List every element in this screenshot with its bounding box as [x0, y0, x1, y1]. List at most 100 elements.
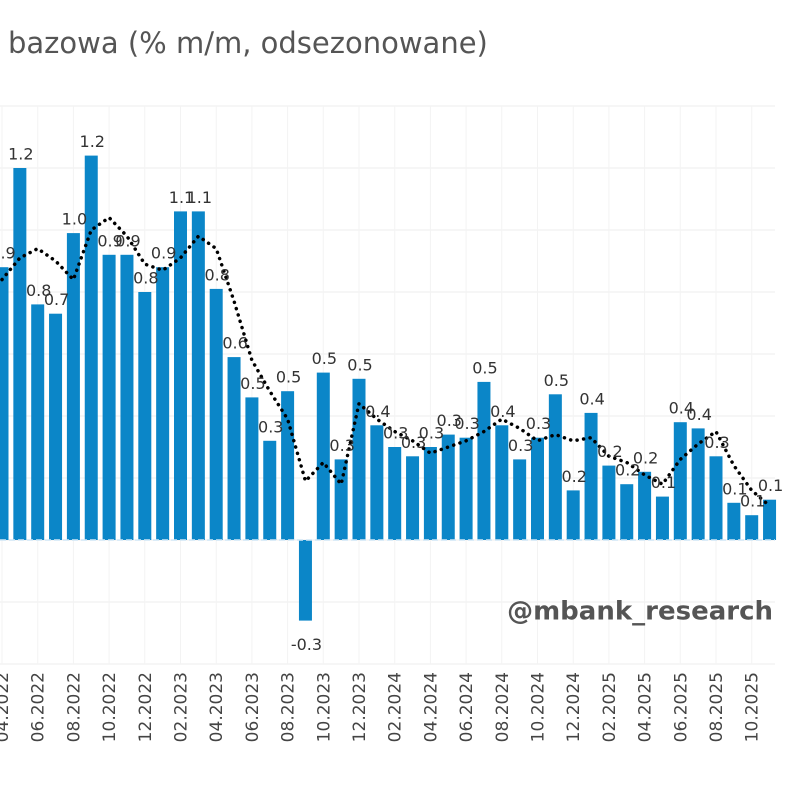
bar: [334, 459, 348, 540]
x-tick-label: 10.2024: [529, 672, 549, 742]
bar: [673, 422, 687, 540]
data-label: 1.0: [62, 210, 87, 229]
data-label: -0.3: [291, 635, 322, 654]
bar: [423, 447, 437, 540]
watermark: @mbank_research: [507, 597, 773, 627]
data-label: 0.1: [722, 479, 747, 498]
x-tick-label: 10.2023: [314, 672, 334, 742]
bar: [191, 211, 205, 540]
data-label: 0.3: [526, 414, 551, 433]
x-tick-label: 08.2024: [493, 672, 513, 742]
data-label: 0.1: [740, 492, 765, 511]
data-label: 0.2: [597, 442, 622, 461]
bar: [209, 288, 223, 540]
bar: [227, 357, 241, 540]
data-label: 0.1: [758, 476, 783, 495]
data-label: 0.3: [454, 414, 479, 433]
data-label: 0.5: [276, 368, 301, 387]
data-label: 1.1: [169, 188, 194, 207]
data-label: 1.1: [187, 188, 212, 207]
data-label: 0.5: [472, 358, 497, 377]
x-tick-label: 06.2024: [457, 672, 477, 742]
x-tick-label: 04.2025: [636, 672, 656, 742]
x-tick-label: 04.2023: [207, 672, 227, 742]
data-label: 0.8: [204, 265, 229, 284]
bar: [763, 499, 777, 540]
bar: [13, 168, 27, 540]
data-label: 0.3: [437, 411, 462, 430]
x-tick-label: 08.2025: [707, 672, 727, 742]
bar: [602, 465, 616, 540]
bar: [352, 378, 366, 540]
data-label: 0.3: [401, 433, 426, 452]
bar: [84, 155, 98, 540]
x-tick-label: 06.2025: [671, 672, 691, 742]
chart-title: bazowa (% m/m, odsezonowane): [8, 26, 488, 60]
bar: [298, 540, 312, 621]
data-label: 0.3: [704, 433, 729, 452]
data-label: 0.6: [222, 334, 247, 353]
bar: [281, 391, 295, 540]
bar: [477, 381, 491, 540]
bar: [566, 490, 580, 540]
bar: [709, 456, 723, 540]
bar: [406, 456, 420, 540]
data-label: 0.4: [365, 402, 390, 421]
bar: [263, 440, 277, 540]
bar: [138, 292, 152, 540]
bar: [745, 515, 759, 540]
x-tick-label: 12.2023: [350, 672, 370, 742]
bar: [370, 425, 384, 540]
data-label: 0.3: [419, 424, 444, 443]
bar: [441, 434, 455, 540]
data-label: 0.4: [669, 399, 694, 418]
data-label: 0.8: [133, 269, 158, 288]
x-tick-label: 12.2024: [564, 672, 584, 742]
bar: [655, 496, 669, 540]
data-label: 0.3: [329, 436, 354, 455]
x-tick-label: 08.2022: [64, 672, 84, 742]
bar: [245, 397, 259, 540]
bar: [0, 267, 9, 540]
data-label: 0.7: [44, 290, 69, 309]
x-tick-label: 10.2025: [743, 672, 763, 742]
data-label: 0.5: [544, 371, 569, 390]
data-label: 0.9: [0, 244, 16, 263]
data-label: 0.5: [347, 355, 372, 374]
bar: [316, 372, 330, 540]
bar: [620, 484, 634, 540]
data-label: 0.9: [151, 244, 176, 263]
x-tick-label: 02.2024: [386, 672, 406, 742]
bar: [584, 412, 598, 540]
data-label: 0.3: [383, 424, 408, 443]
bar: [548, 394, 562, 540]
bar: [727, 502, 741, 540]
bar: [459, 437, 473, 540]
data-label: 0.2: [561, 467, 586, 486]
data-label: 0.4: [686, 405, 711, 424]
bar: [156, 267, 170, 540]
data-label: 0.3: [258, 417, 283, 436]
bar: [691, 428, 705, 540]
bar: [638, 471, 652, 540]
bar: [66, 233, 80, 540]
bar: [495, 425, 509, 540]
x-tick-label: 04.2022: [0, 672, 13, 742]
data-label: 0.5: [312, 349, 337, 368]
bar: [513, 459, 527, 540]
data-label: 1.2: [80, 132, 105, 151]
data-label: 0.9: [97, 231, 122, 250]
bar: [120, 254, 134, 541]
bar: [31, 304, 45, 540]
x-tick-label: 02.2025: [600, 672, 620, 742]
data-label: 0.8: [26, 281, 51, 300]
data-label: 0.9: [115, 231, 140, 250]
data-label: 0.5: [240, 374, 265, 393]
bar: [174, 211, 187, 540]
x-tick-label: 06.2022: [29, 672, 49, 742]
data-label: 0.1: [651, 473, 676, 492]
data-label: 1.2: [8, 145, 33, 164]
bar: [388, 447, 402, 540]
